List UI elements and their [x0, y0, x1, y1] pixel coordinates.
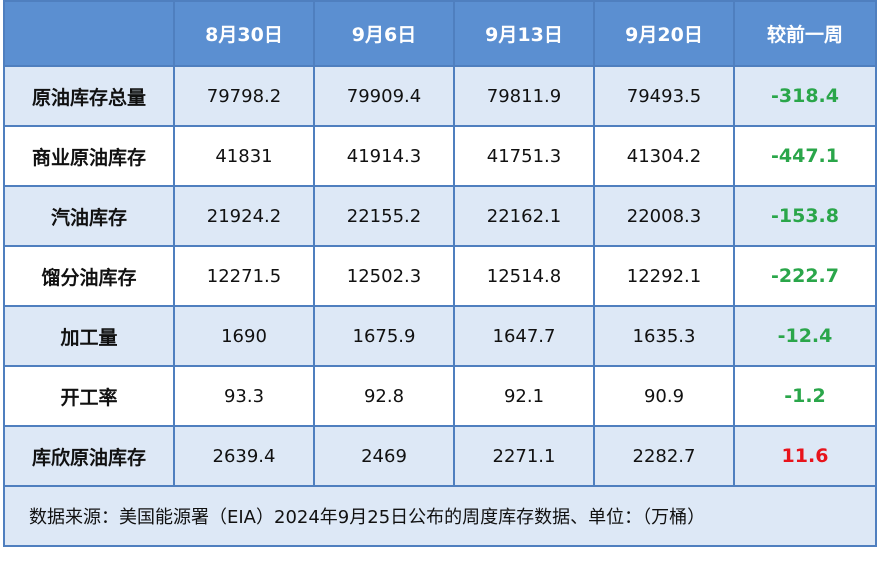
table-row: 库欣原油库存 2639.4 2469 2271.1 2282.7 11.6 [3, 425, 877, 487]
value-cell: 22162.1 [453, 185, 595, 247]
row-label: 库欣原油库存 [3, 425, 175, 487]
table-row: 开工率 93.3 92.8 92.1 90.9 -1.2 [3, 365, 877, 427]
value-cell: 12292.1 [593, 245, 735, 307]
table-header: 8月30日 9月6日 9月13日 9月20日 较前一周 [3, 0, 877, 67]
value-cell: 2282.7 [593, 425, 735, 487]
row-label: 开工率 [3, 365, 175, 427]
change-cell: -1.2 [733, 365, 877, 427]
change-cell: -318.4 [733, 65, 877, 127]
row-label: 馏分油库存 [3, 245, 175, 307]
table-row: 馏分油库存 12271.5 12502.3 12514.8 12292.1 -222.7 [3, 245, 877, 307]
value-cell: 41831 [173, 125, 315, 187]
header-date-4: 9月20日 [593, 0, 735, 67]
table-row: 原油库存总量 79798.2 79909.4 79811.9 79493.5 -318.4 [3, 65, 877, 127]
value-cell: 93.3 [173, 365, 315, 427]
value-cell: 1635.3 [593, 305, 735, 367]
header-change: 较前一周 [733, 0, 877, 67]
change-cell: 11.6 [733, 425, 877, 487]
value-cell: 1690 [173, 305, 315, 367]
value-cell: 1675.9 [313, 305, 455, 367]
row-label: 汽油库存 [3, 185, 175, 247]
value-cell: 21924.2 [173, 185, 315, 247]
value-cell: 22155.2 [313, 185, 455, 247]
change-cell: -447.1 [733, 125, 877, 187]
value-cell: 79493.5 [593, 65, 735, 127]
table-row: 商业原油库存 41831 41914.3 41751.3 41304.2 -447.1 [3, 125, 877, 187]
value-cell: 92.1 [453, 365, 595, 427]
value-cell: 1647.7 [453, 305, 595, 367]
inventory-table: 8月30日 9月6日 9月13日 9月20日 较前一周 原油库存总量 79798.… [3, 0, 877, 547]
value-cell: 22008.3 [593, 185, 735, 247]
value-cell: 79798.2 [173, 65, 315, 127]
value-cell: 79909.4 [313, 65, 455, 127]
value-cell: 2271.1 [453, 425, 595, 487]
change-cell: -222.7 [733, 245, 877, 307]
value-cell: 2469 [313, 425, 455, 487]
header-row: 8月30日 9月6日 9月13日 9月20日 较前一周 [3, 0, 877, 67]
table-row: 汽油库存 21924.2 22155.2 22162.1 22008.3 -153.8 [3, 185, 877, 247]
value-cell: 41914.3 [313, 125, 455, 187]
value-cell: 90.9 [593, 365, 735, 427]
header-date-1: 8月30日 [173, 0, 315, 67]
table-row: 加工量 1690 1675.9 1647.7 1635.3 -12.4 [3, 305, 877, 367]
value-cell: 41304.2 [593, 125, 735, 187]
table-body: 原油库存总量 79798.2 79909.4 79811.9 79493.5 -318.4… [3, 65, 877, 547]
value-cell: 12502.3 [313, 245, 455, 307]
header-corner [3, 0, 175, 67]
value-cell: 12271.5 [173, 245, 315, 307]
value-cell: 2639.4 [173, 425, 315, 487]
value-cell: 12514.8 [453, 245, 595, 307]
row-label: 商业原油库存 [3, 125, 175, 187]
footer-row: 数据来源：美国能源署（EIA）2024年9月25日公布的周度库存数据、单位：（万… [3, 485, 877, 547]
inventory-table-container: 8月30日 9月6日 9月13日 9月20日 较前一周 原油库存总量 79798.… [3, 0, 877, 560]
row-label: 加工量 [3, 305, 175, 367]
value-cell: 92.8 [313, 365, 455, 427]
value-cell: 41751.3 [453, 125, 595, 187]
source-note: 数据来源：美国能源署（EIA）2024年9月25日公布的周度库存数据、单位：（万… [3, 485, 877, 547]
change-cell: -12.4 [733, 305, 877, 367]
value-cell: 79811.9 [453, 65, 595, 127]
header-date-3: 9月13日 [453, 0, 595, 67]
row-label: 原油库存总量 [3, 65, 175, 127]
header-date-2: 9月6日 [313, 0, 455, 67]
change-cell: -153.8 [733, 185, 877, 247]
